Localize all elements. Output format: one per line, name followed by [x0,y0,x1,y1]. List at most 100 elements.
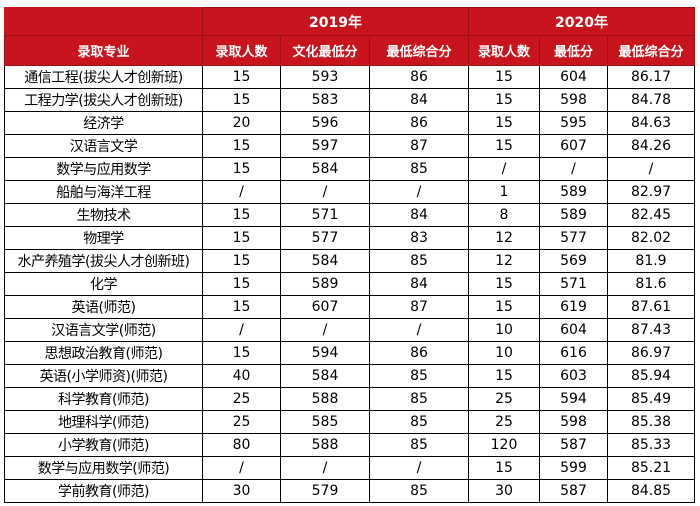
table-row: 化学 15 589 84 15 571 81.6 [4,272,695,296]
col-header-2020-admitted: 录取人数 [468,35,540,66]
admitted-2019-cell: 15 [202,65,281,89]
admitted-2020-cell: 15 [468,111,540,135]
admitted-2020-cell: 8 [468,203,540,227]
col-header-major: 录取专业 [4,35,203,66]
admitted-2020-cell: 12 [468,249,540,273]
min-culture-2019-cell: 584 [280,364,370,388]
table-row: 水产养殖学(拔尖人才创新班) 15 584 85 12 569 81.9 [4,249,695,273]
admitted-2019-cell: / [202,180,281,204]
min-composite-2020-cell: 85.21 [607,456,695,480]
min-composite-2020-cell: 86.97 [607,341,695,365]
min-composite-2019-cell: / [369,318,469,342]
min-culture-2019-cell: 584 [280,157,370,181]
table-row: 科学教育(师范) 25 588 85 25 594 85.49 [4,387,695,411]
major-cell: 地理科学(师范) [4,410,203,434]
admitted-2019-cell: 25 [202,410,281,434]
table-row: 地理科学(师范) 25 585 85 25 598 85.38 [4,410,695,434]
table-row: 学前教育(师范) 30 579 85 30 587 84.85 [4,479,695,503]
min-score-2020-cell: 604 [539,318,608,342]
min-composite-2020-cell: 84.63 [607,111,695,135]
table-body: 通信工程(拔尖人才创新班) 15 593 86 15 604 86.17 工程力学(拔尖人才创… [4,65,695,503]
major-cell: 汉语言文学(师范) [4,318,203,342]
min-score-2020-cell: 603 [539,364,608,388]
admitted-2019-cell: 30 [202,479,281,503]
admitted-2019-cell: 25 [202,387,281,411]
min-composite-2019-cell: / [369,180,469,204]
major-cell: 化学 [4,272,203,296]
min-composite-2020-cell: 87.43 [607,318,695,342]
table-row: 船舶与海洋工程 / //1 589 82.97 [4,180,695,204]
admitted-2019-cell: 15 [202,226,281,250]
min-culture-2019-cell: 585 [280,410,370,434]
min-culture-2019-cell: / [280,456,370,480]
min-score-2020-cell: 598 [539,410,608,434]
table-row: 经济学 20 596 86 15 595 84.63 [4,111,695,135]
admitted-2020-cell: 25 [468,410,540,434]
min-composite-2019-cell: 85 [369,157,469,181]
min-score-2020-cell: 616 [539,341,608,365]
min-composite-2020-cell: 82.02 [607,226,695,250]
min-culture-2019-cell: 579 [280,479,370,503]
min-culture-2019-cell: 583 [280,88,370,112]
admitted-2020-cell: 15 [468,456,540,480]
min-composite-2020-cell: / [607,157,695,181]
min-composite-2019-cell: 85 [369,364,469,388]
major-cell: 船舶与海洋工程 [4,180,203,204]
table-row: 物理学 15 577 83 12 577 82.02 [4,226,695,250]
table-row: 工程力学(拔尖人才创新班) 15 583 84 15 598 84.78 [4,88,695,112]
admitted-2020-cell: / [468,157,540,181]
admitted-2019-cell: / [202,318,281,342]
col-header-2020-min-score: 最低分 [539,35,608,66]
min-composite-2020-cell: 85.38 [607,410,695,434]
admitted-2019-cell: 15 [202,157,281,181]
min-culture-2019-cell: 577 [280,226,370,250]
min-score-2020-cell: 577 [539,226,608,250]
major-cell: 生物技术 [4,203,203,227]
min-culture-2019-cell: 588 [280,433,370,457]
min-composite-2020-cell: 86.17 [607,65,695,89]
min-score-2020-cell: 571 [539,272,608,296]
min-composite-2020-cell: 84.78 [607,88,695,112]
year-header-row: 2019年 2020年 [4,7,695,36]
min-culture-2019-cell: 607 [280,295,370,319]
min-composite-2019-cell: 85 [369,249,469,273]
table-row: 小学教育(师范) 80 588 85 120 587 85.33 [4,433,695,457]
min-composite-2019-cell: 85 [369,433,469,457]
min-score-2020-cell: 569 [539,249,608,273]
admitted-2020-cell: 30 [468,479,540,503]
col-header-2019-admitted: 录取人数 [202,35,281,66]
min-score-2020-cell: 589 [539,203,608,227]
header-corner-cell [4,7,203,36]
min-composite-2019-cell: 87 [369,134,469,158]
admitted-2020-cell: 10 [468,318,540,342]
admitted-2020-cell: 10 [468,341,540,365]
major-cell: 数学与应用数学(师范) [4,456,203,480]
admitted-2020-cell: 25 [468,387,540,411]
min-culture-2019-cell: / [280,318,370,342]
admitted-2019-cell: 80 [202,433,281,457]
major-cell: 学前教育(师范) [4,479,203,503]
min-score-2020-cell: 594 [539,387,608,411]
major-cell: 工程力学(拔尖人才创新班) [4,88,203,112]
min-composite-2020-cell: 81.9 [607,249,695,273]
admitted-2020-cell: 15 [468,88,540,112]
min-score-2020-cell: 604 [539,65,608,89]
min-composite-2020-cell: 82.97 [607,180,695,204]
table-row: 数学与应用数学(师范) / //15 599 85.21 [4,456,695,480]
admitted-2019-cell: 15 [202,249,281,273]
table-row: 汉语言文学 15 597 87 15 607 84.26 [4,134,695,158]
major-cell: 经济学 [4,111,203,135]
major-cell: 汉语言文学 [4,134,203,158]
min-composite-2019-cell: 83 [369,226,469,250]
min-composite-2019-cell: 84 [369,88,469,112]
min-composite-2020-cell: 85.49 [607,387,695,411]
min-composite-2020-cell: 85.94 [607,364,695,388]
min-culture-2019-cell: / [280,180,370,204]
admitted-2020-cell: 15 [468,134,540,158]
min-culture-2019-cell: 597 [280,134,370,158]
min-score-2020-cell: 589 [539,180,608,204]
min-composite-2020-cell: 84.85 [607,479,695,503]
min-composite-2020-cell: 81.6 [607,272,695,296]
major-cell: 英语(师范) [4,295,203,319]
min-score-2020-cell: 599 [539,456,608,480]
